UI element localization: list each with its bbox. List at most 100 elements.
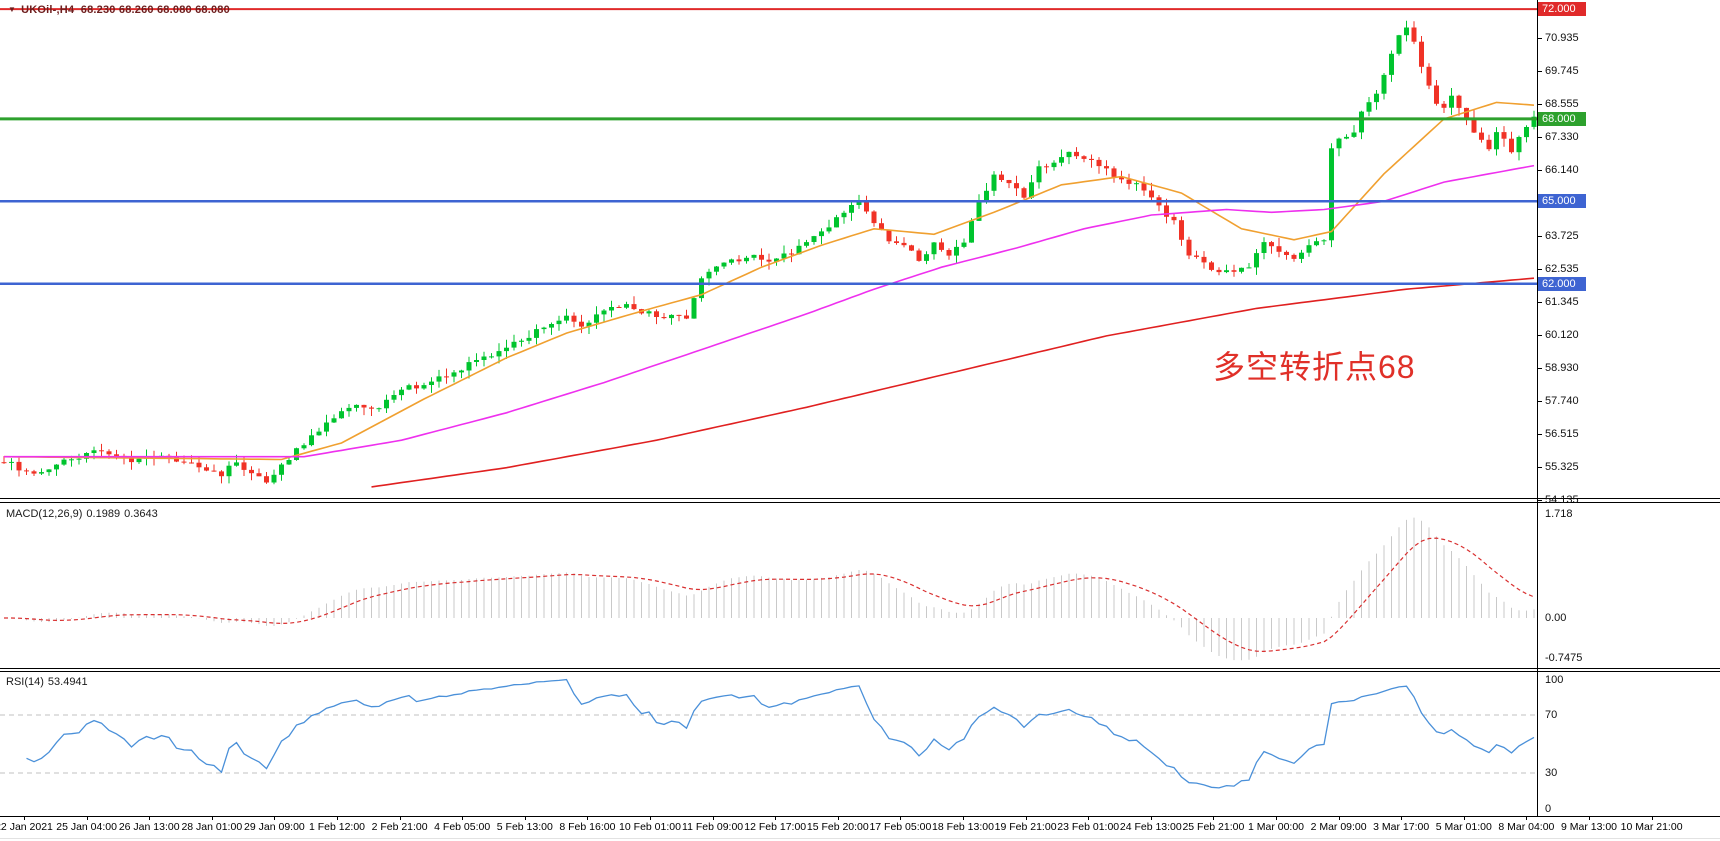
time-tick-label: 1 Feb 12:00: [308, 821, 366, 833]
time-axis[interactable]: 22 Jan 2021 25 Jan 04:00 26 Jan 13:00 28 Ja…: [0, 816, 1720, 841]
time-tick-label: 2 Mar 09:00: [1310, 821, 1367, 833]
rsi-label: RSI(14) 53.4941: [6, 676, 92, 688]
time-axis-line: [0, 816, 1720, 817]
price-tick-label: 62.535: [1545, 263, 1579, 275]
axis-tick-mark: [1537, 500, 1542, 501]
macd-signal-line: [4, 537, 1535, 653]
rsi-axis-30: 30: [1545, 767, 1558, 779]
time-tick-label: 18 Feb 13:00: [932, 821, 994, 833]
time-tick-mark: [86, 816, 88, 820]
macd-axis-zero: 0.00: [1545, 612, 1567, 624]
price-badge-62.000: 62.000: [1538, 277, 1586, 291]
price-tick-label: 68.555: [1545, 98, 1579, 110]
price-badge-68.000: 68.000: [1538, 112, 1586, 126]
ohlc-values: 68.230 68.260 68.080 68.080: [80, 4, 230, 16]
symbol-title: ▼ UKOil-,H4 68.230 68.260 68.080 68.080: [8, 4, 230, 16]
price-tick-label: 69.745: [1545, 65, 1579, 77]
time-tick-mark: [462, 816, 464, 820]
macd-panel[interactable]: [0, 504, 1537, 667]
panel-separator: [0, 671, 1720, 672]
macd-axis-max: 1.718: [1545, 508, 1573, 520]
time-tick-label: 8 Mar 04:00: [1498, 821, 1555, 833]
rsi-axis-100: 100: [1545, 674, 1564, 686]
time-tick-label: 1 Mar 00:00: [1247, 821, 1305, 833]
time-tick-mark: [211, 816, 213, 820]
time-tick-label: 28 Jan 01:00: [181, 821, 243, 833]
time-tick-mark: [149, 816, 151, 820]
bottom-border: [0, 838, 1720, 839]
macd-axis-min: -0.7475: [1545, 652, 1583, 664]
time-tick-label: 26 Jan 13:00: [118, 821, 180, 833]
rsi-value: 53.4941: [47, 676, 88, 688]
macd-name: MACD(12,26,9): [6, 508, 83, 520]
time-tick-label: 11 Feb 09:00: [682, 821, 744, 833]
price-axis-border: [1537, 0, 1538, 816]
time-tick-mark: [650, 816, 651, 820]
price-badge-65.000: 65.000: [1538, 194, 1586, 208]
ma-mid-line: [4, 164, 1535, 458]
time-tick-label: 29 Jan 09:00: [244, 821, 305, 833]
rsi-axis-70: 70: [1545, 709, 1558, 721]
time-tick-label: 5 Mar 01:00: [1435, 821, 1492, 833]
time-tick-label: 25 Jan 04:00: [56, 821, 117, 833]
axis-tick-mark: [1537, 269, 1542, 270]
time-tick-mark: [1651, 816, 1653, 820]
price-tick-label: 56.515: [1545, 428, 1579, 440]
chevron-down-icon[interactable]: ▼: [8, 5, 17, 14]
time-tick-mark: [1150, 816, 1152, 820]
time-tick-mark: [900, 816, 902, 820]
rsi-panel[interactable]: [0, 672, 1537, 816]
time-tick-mark: [24, 816, 25, 820]
macd-value-main: 0.1989: [86, 508, 121, 520]
time-tick-mark: [1213, 816, 1215, 820]
time-tick-mark: [274, 816, 276, 820]
axis-tick-mark: [1537, 335, 1542, 336]
time-tick-label: 4 Feb 05:00: [434, 821, 491, 833]
axis-tick-mark: [1537, 467, 1542, 468]
price-tick-label: 63.725: [1545, 230, 1579, 242]
ma-fast-line: [3, 101, 1535, 461]
price-tick-label: 70.935: [1545, 32, 1579, 44]
price-tick-label: 60.120: [1545, 329, 1579, 341]
axis-tick-mark: [1537, 368, 1542, 369]
time-tick-mark: [1338, 816, 1340, 820]
axis-tick-mark: [1537, 71, 1542, 72]
axis-tick-mark: [1537, 137, 1542, 138]
time-tick-mark: [963, 816, 964, 820]
time-tick-label: 12 Feb 17:00: [744, 821, 807, 833]
time-tick-mark: [399, 816, 401, 820]
main-chart-panel[interactable]: [0, 0, 1537, 503]
macd-histogram: [11, 517, 1535, 661]
time-tick-label: 17 Feb 05:00: [869, 821, 932, 833]
time-tick-mark: [587, 816, 589, 820]
axis-tick-mark: [1537, 170, 1542, 171]
time-tick-label: 15 Feb 20:00: [806, 821, 869, 833]
price-tick-label: 55.325: [1545, 461, 1579, 473]
macd-value-signal: 0.3643: [124, 508, 158, 520]
axis-tick-mark: [1537, 236, 1542, 237]
ma-slow-line: [371, 277, 1535, 488]
time-tick-label: 3 Mar 17:00: [1373, 821, 1430, 833]
price-tick-label: 54.135: [1545, 494, 1579, 506]
time-tick-mark: [1401, 816, 1403, 820]
time-tick-mark: [1276, 816, 1277, 820]
price-tick-label: 58.930: [1545, 362, 1579, 374]
time-tick-mark: [775, 816, 777, 820]
price-badge-72.000: 72.000: [1538, 2, 1586, 16]
price-tick-label: 66.140: [1545, 164, 1579, 176]
time-tick-label: 19 Feb 21:00: [994, 821, 1057, 833]
axis-tick-mark: [1537, 434, 1542, 435]
panel-separator: [0, 502, 1720, 503]
axis-tick-mark: [1537, 104, 1542, 105]
time-tick-label: 5 Feb 13:00: [496, 821, 553, 833]
panel-separator: [0, 668, 1720, 669]
axis-tick-mark: [1537, 302, 1542, 303]
time-tick-label: 2 Feb 21:00: [371, 821, 428, 833]
time-tick-label: 23 Feb 01:00: [1057, 821, 1120, 833]
time-tick-label: 8 Feb 16:00: [559, 821, 616, 833]
time-tick-label: 9 Mar 13:00: [1560, 821, 1618, 833]
rsi-line: [26, 678, 1535, 789]
price-tick-label: 67.330: [1545, 131, 1579, 143]
rsi-axis-0: 0: [1545, 803, 1552, 815]
